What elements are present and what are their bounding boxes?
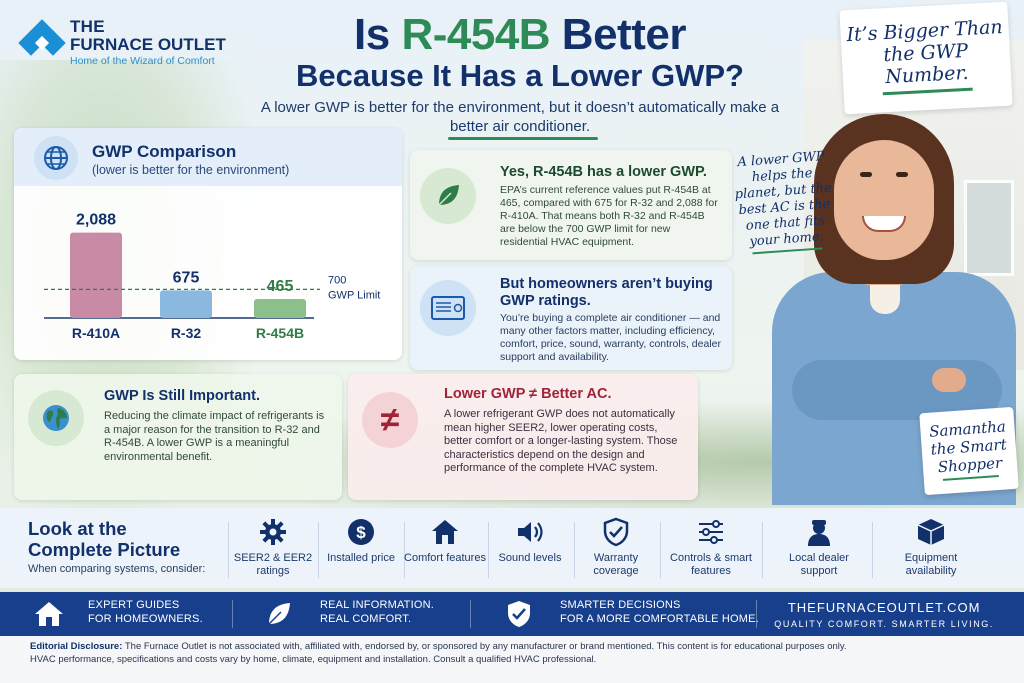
sticky-note-top: It’s Bigger Than the GWP Number. [839, 1, 1013, 115]
not-better-card: ≠ Lower GWP ≠ Better AC. A lower refrige… [348, 374, 698, 500]
logo-diamond-icon [18, 19, 66, 63]
not-better-title: Lower GWP ≠ Better AC. [444, 386, 612, 402]
gear-icon [230, 516, 316, 548]
not-better-body: A lower refrigerant GWP does not automat… [444, 408, 678, 474]
shield-check-white-icon [502, 598, 536, 630]
category-label: R-32 [171, 325, 202, 341]
leaf-icon [420, 168, 476, 224]
dealer-icon [776, 516, 862, 548]
page-subtitle: A lower GWP is better for the environmen… [260, 99, 780, 135]
brand-logo[interactable]: THE FURNACE OUTLET Home of the Wizard of… [18, 17, 226, 68]
name-tag-note: Samantha the Smart Shopper [919, 406, 1019, 496]
factor-controls: Controls & smart features [668, 516, 754, 578]
category-label: R-454B [256, 325, 304, 341]
gwp-bar-chart: 2,088 R-410A 675 R-32 465 R-454B 700 GWP Limit [14, 186, 402, 360]
factor-warranty: Warranty coverage [573, 516, 659, 578]
bar-value-label: 465 [267, 278, 294, 295]
gwp-card-subtitle: (lower is better for the environment) [92, 163, 290, 177]
banner-smarter-decisions: SMARTER DECISIONS FOR A MORE COMFORTABLE … [560, 599, 759, 625]
bar-value-label: 675 [173, 269, 200, 286]
editorial-disclosure: Editorial Disclosure: The Furnace Outlet… [0, 636, 1024, 683]
brand-line2: FURNACE OUTLET [70, 35, 226, 54]
banner-real-information: REAL INFORMATION. REAL COMFORT. [320, 599, 435, 625]
brand-tagline: Home of the Wizard of Comfort [70, 55, 215, 67]
gwp-important-body: Reducing the climate impact of refrigera… [104, 410, 325, 463]
title-highlight: R-454B [401, 10, 551, 59]
factor-dealer: Local dealer support [776, 516, 862, 578]
lower-gwp-body: EPA’s current reference values put R-454… [500, 184, 718, 248]
shield-check-icon [573, 516, 659, 548]
buying-title: But homeowners aren’t buying GWP ratings… [500, 276, 713, 309]
website-link[interactable]: THEFURNACEOUTLET.COM QUALITY COMFORT. SM… [774, 600, 994, 629]
gwp-important-card: GWP Is Still Important. Reducing the cli… [14, 374, 342, 500]
air-conditioner-icon [420, 280, 476, 336]
house-icon [402, 516, 488, 548]
sliders-icon [668, 516, 754, 548]
brand-line1: THE [70, 17, 105, 36]
subtitle-underline [448, 137, 598, 140]
complete-picture-title: Look at the Complete Picture [28, 518, 181, 560]
banner-expert-guides: EXPERT GUIDES FOR HOMEOWNERS. [88, 599, 203, 625]
svg-text:$: $ [356, 523, 366, 542]
factor-availability: Equipment availability [888, 516, 974, 578]
footer-banner: EXPERT GUIDES FOR HOMEOWNERS. REAL INFORM… [0, 592, 1024, 636]
banner-tagline: QUALITY COMFORT. SMARTER LIVING. [774, 619, 994, 629]
leaf-outline-icon [262, 598, 296, 630]
dollar-icon: $ [318, 516, 404, 548]
factor-price: $ Installed price [318, 516, 404, 565]
speaker-icon [487, 516, 573, 548]
factor-sound: Sound levels [487, 516, 573, 565]
bar-r-32 [160, 290, 212, 318]
bar-r-410a [70, 232, 122, 318]
globe-icon [34, 136, 78, 180]
home-icon [32, 598, 66, 630]
lower-gwp-title: Yes, R-454B has a lower GWP. [500, 164, 707, 180]
factor-seer2: SEER2 & EER2 ratings [230, 516, 316, 578]
buying-body: You’re buying a complete air conditioner… [500, 312, 721, 363]
page-title-line2: Because It Has a Lower GWP? [296, 58, 744, 93]
handwritten-note: A lower GWP helps the planet, but the be… [731, 149, 838, 256]
box-icon [888, 516, 974, 548]
lower-gwp-card: Yes, R-454B has a lower GWP. EPA’s curre… [410, 150, 732, 260]
reference-value-label: 700 [328, 274, 346, 286]
reference-limit-label: GWP Limit [328, 289, 380, 301]
gwp-comparison-card: GWP Comparison (lower is better for the … [14, 128, 402, 360]
earth-icon [28, 390, 84, 446]
gwp-card-title: GWP Comparison [92, 142, 237, 161]
gwp-important-title: GWP Is Still Important. [104, 388, 261, 404]
not-equal-icon: ≠ [362, 392, 418, 448]
bar-value-label: 2,088 [76, 212, 116, 229]
buying-card: But homeowners aren’t buying GWP ratings… [410, 266, 732, 370]
complete-picture-section: Look at the Complete Picture When compar… [0, 508, 1024, 588]
bar-r-454b [254, 298, 306, 318]
factor-comfort: Comfort features [402, 516, 488, 565]
category-label: R-410A [72, 325, 120, 341]
complete-picture-subtitle: When comparing systems, consider: [28, 563, 206, 575]
page-title: Is R-454B Better [354, 10, 686, 59]
